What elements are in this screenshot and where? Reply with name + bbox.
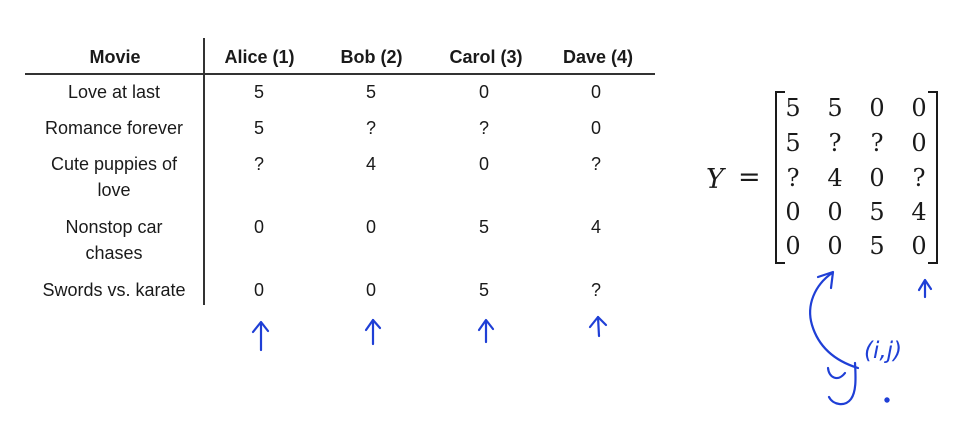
matrix-cell: 0 — [785, 232, 801, 260]
arrow-up-icon — [364, 318, 382, 346]
matrix-cell: 0 — [869, 94, 885, 122]
rating-cell: 5 — [253, 118, 264, 138]
header-bob: Bob (2) — [340, 47, 403, 67]
matrix-cell: ? — [786, 164, 800, 192]
arrow-up-icon — [251, 320, 270, 352]
movie-name: Romance forever — [44, 118, 184, 138]
handwritten-y-icon — [826, 361, 857, 406]
matrix-cell: 5 — [869, 198, 885, 226]
rating-cell: 0 — [478, 82, 489, 102]
header-alice: Alice (1) — [224, 47, 295, 67]
rating-cell: 5 — [478, 280, 489, 300]
movie-name: Cute puppies of love — [50, 154, 178, 200]
matrix-cell: 5 — [785, 129, 801, 157]
movie-name: Love at last — [67, 82, 161, 102]
header-carol: Carol (3) — [449, 47, 523, 67]
equals-sign: = — [738, 162, 761, 193]
rating-cell: 0 — [590, 82, 601, 102]
matrix-cell: 0 — [911, 129, 927, 157]
rating-cell: 4 — [365, 154, 376, 174]
rating-cell: ? — [590, 280, 601, 300]
matrix-cell: ? — [870, 129, 884, 157]
matrix-cell: 5 — [785, 94, 801, 122]
rating-cell: 0 — [365, 217, 376, 237]
header-dave: Dave (4) — [562, 47, 634, 67]
rating-cell: 0 — [253, 217, 264, 237]
matrix-cell: 0 — [911, 232, 927, 260]
rating-cell: ? — [590, 154, 601, 174]
matrix-cell: 0 — [911, 94, 927, 122]
rating-cell: 0 — [253, 280, 264, 300]
rating-cell: 5 — [253, 82, 264, 102]
rating-cell: 5 — [365, 82, 376, 102]
matrix-cell: 5 — [869, 232, 885, 260]
matrix-cell: 4 — [827, 164, 843, 192]
superscript-ij: (i,j) — [864, 338, 902, 364]
right-bracket — [928, 91, 938, 264]
arrow-up-icon — [917, 278, 933, 299]
matrix-cell: ? — [912, 164, 926, 192]
ink-dot — [884, 397, 890, 403]
rating-cell: 0 — [478, 154, 489, 174]
arrow-up-icon — [588, 315, 608, 338]
curved-arrow-icon — [809, 270, 860, 370]
rating-cell: 0 — [365, 280, 376, 300]
matrix-label: Y — [706, 164, 724, 195]
matrix-cell: 0 — [785, 198, 801, 226]
movie-column-divider — [203, 38, 205, 305]
header-divider — [25, 73, 655, 75]
movie-name: Swords vs. karate — [42, 280, 186, 300]
matrix-cell: ? — [828, 129, 842, 157]
header-movie: Movie — [89, 47, 141, 67]
matrix-cell: 0 — [869, 164, 885, 192]
rating-cell: ? — [365, 118, 376, 138]
matrix-cell: 4 — [911, 198, 927, 226]
left-bracket — [775, 91, 785, 264]
movie-name: Nonstop car chases — [65, 217, 163, 263]
matrix-cell: 0 — [827, 232, 843, 260]
rating-cell: 0 — [590, 118, 601, 138]
rating-cell: 5 — [478, 217, 489, 237]
rating-cell: 4 — [590, 217, 601, 237]
arrow-up-icon — [477, 318, 495, 344]
rating-cell: ? — [253, 154, 264, 174]
matrix-cell: 5 — [827, 94, 843, 122]
rating-cell: ? — [478, 118, 489, 138]
matrix-cell: 0 — [827, 198, 843, 226]
